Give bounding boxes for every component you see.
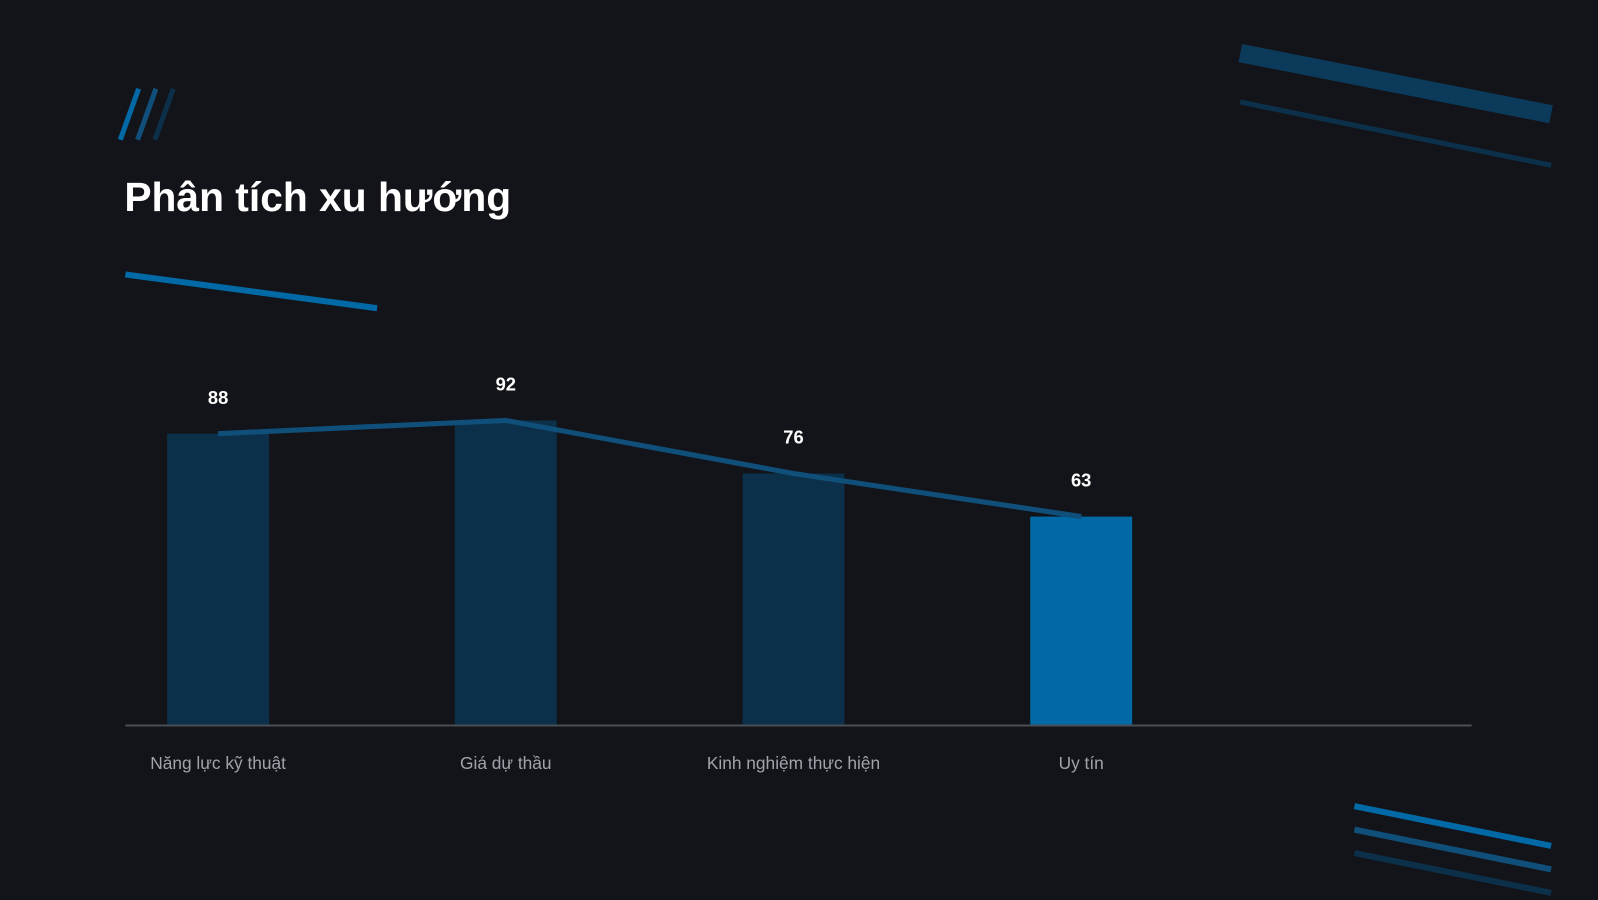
value-label: 88 bbox=[208, 387, 228, 408]
chart-title: Phân tích xu hướng bbox=[124, 174, 511, 220]
bar bbox=[742, 473, 845, 726]
x-tick-label: Giá dự thầu bbox=[460, 753, 552, 773]
value-label: 63 bbox=[1071, 470, 1091, 491]
x-tick-label: Uy tín bbox=[1059, 753, 1104, 773]
x-tick-label: Kinh nghiệm thực hiện bbox=[707, 753, 880, 773]
bar bbox=[167, 433, 270, 726]
trend-line bbox=[217, 417, 1082, 520]
x-tick-label: Năng lực kỹ thuật bbox=[150, 753, 286, 773]
value-label: 76 bbox=[783, 427, 803, 448]
plot: Năng lực kỹ thuật Giá dự thầu Kinh nghiệm … bbox=[125, 374, 1472, 773]
value-label: 92 bbox=[496, 374, 516, 395]
decoration bbox=[117, 44, 1553, 896]
bar bbox=[1030, 516, 1133, 726]
bar bbox=[454, 420, 557, 726]
